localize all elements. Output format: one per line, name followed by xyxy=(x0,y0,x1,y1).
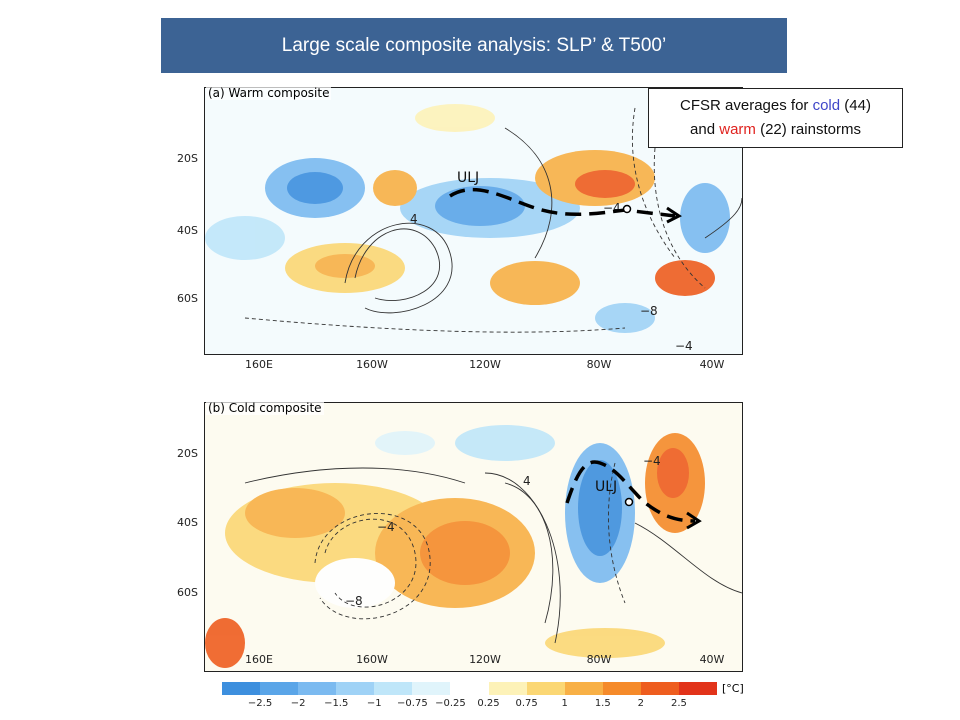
jet-arrow xyxy=(449,187,676,218)
panel-a-title: (a) Warm composite xyxy=(206,86,332,100)
lon-label: 40W xyxy=(699,358,725,371)
cold-map-svg: 4 −4 −8 −4 ULJ xyxy=(205,403,742,671)
colorbar-swatch xyxy=(222,682,261,695)
lon-label: 80W xyxy=(586,653,612,666)
callout-line-2: and warm (22) rainstorms xyxy=(649,118,902,142)
callout-cold-word: cold xyxy=(812,97,841,114)
colorbar xyxy=(222,682,718,695)
colorbar-swatch xyxy=(564,682,603,695)
lat-label: 60S xyxy=(177,586,198,599)
location-marker xyxy=(622,204,632,214)
colorbar-swatch xyxy=(488,682,527,695)
lon-label: 160W xyxy=(356,358,388,371)
lon-label: 160E xyxy=(245,653,273,666)
callout-line-1: CFSR averages for cold (44) xyxy=(649,94,902,118)
colorbar-tick-label: 0.75 xyxy=(515,698,538,709)
colorbar-swatch xyxy=(640,682,679,695)
cold-composite-map: 4 −4 −8 −4 ULJ xyxy=(204,402,743,672)
colorbar-swatch xyxy=(602,682,641,695)
colorbar-tick-label: 2 xyxy=(637,698,645,709)
callout-warm-word: warm xyxy=(719,121,756,138)
colorbar-tick-label: −0.75 xyxy=(397,698,428,709)
contour-label: −4 xyxy=(643,454,661,468)
lon-label: 120W xyxy=(469,358,501,371)
lat-label: 60S xyxy=(177,292,198,305)
colorbar-swatch xyxy=(450,682,489,695)
jet-arrowhead xyxy=(666,206,682,224)
colorbar-swatch xyxy=(336,682,375,695)
panel-b-title: (b) Cold composite xyxy=(206,401,324,415)
colorbar-tick-label: 1.5 xyxy=(594,698,611,709)
colorbar-swatch xyxy=(678,682,718,695)
colorbar-tick-label: 2.5 xyxy=(670,698,687,709)
lat-label: 20S xyxy=(177,152,198,165)
colorbar-tick-label: −0.25 xyxy=(435,698,466,709)
colorbar-unit: [°C] xyxy=(722,682,744,695)
colorbar-tick-label: −2.5 xyxy=(247,698,273,709)
callout-text: and xyxy=(690,121,720,138)
contour-label: −4 xyxy=(377,520,395,534)
lon-label: 120W xyxy=(469,653,501,666)
callout-box: CFSR averages for cold (44) and warm (22… xyxy=(648,88,903,148)
jet-arrowhead xyxy=(686,511,702,530)
slide-title: Large scale composite analysis: SLP’ & T… xyxy=(161,18,787,73)
colorbar-tick-label: 1 xyxy=(561,698,568,709)
colorbar-swatch xyxy=(412,682,451,695)
callout-text: (22) rainstorms xyxy=(755,121,861,138)
lat-label: 40S xyxy=(177,224,198,237)
colorbar-tick-label: −1.5 xyxy=(324,698,349,709)
lon-label: 40W xyxy=(699,653,725,666)
lon-label: 160E xyxy=(245,358,273,371)
colorbar-swatch xyxy=(260,682,299,695)
contour-label: 4 xyxy=(523,474,531,488)
contour-label: −8 xyxy=(345,594,363,608)
callout-text: (44) xyxy=(840,97,871,114)
lat-label: 20S xyxy=(177,447,198,460)
callout-text: CFSR averages for xyxy=(680,97,813,114)
jet-label: ULJ xyxy=(457,170,479,186)
colorbar-tick-label: −1 xyxy=(366,698,382,709)
contour-label: −8 xyxy=(640,304,658,318)
contour-label: −4 xyxy=(603,201,621,215)
colorbar-swatch xyxy=(298,682,337,695)
lon-label: 160W xyxy=(356,653,388,666)
contour-label: 4 xyxy=(410,212,418,226)
jet-arrow xyxy=(565,460,696,523)
contour-label: −4 xyxy=(675,339,693,353)
lat-label: 40S xyxy=(177,516,198,529)
jet-label: ULJ xyxy=(595,479,617,495)
colorbar-swatch xyxy=(526,682,565,695)
colorbar-tick-label: 0.25 xyxy=(477,698,500,709)
colorbar-tick-label: −2 xyxy=(290,698,306,709)
lon-label: 80W xyxy=(586,358,612,371)
colorbar-swatch xyxy=(374,682,413,695)
location-marker xyxy=(624,497,634,507)
